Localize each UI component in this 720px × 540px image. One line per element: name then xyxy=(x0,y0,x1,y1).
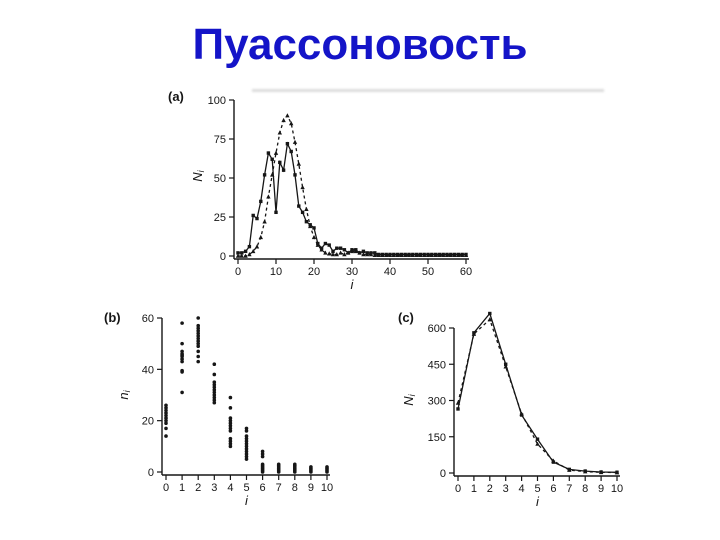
svg-text:150: 150 xyxy=(428,432,446,444)
scan-artifact-line xyxy=(252,89,604,92)
svg-text:7: 7 xyxy=(566,483,572,495)
svg-text:1: 1 xyxy=(471,483,477,495)
svg-text:100: 100 xyxy=(208,95,226,107)
svg-text:i: i xyxy=(245,493,249,508)
svg-text:7: 7 xyxy=(276,482,282,494)
slide-title: Пуассоновость xyxy=(192,20,528,69)
svg-text:8: 8 xyxy=(582,483,588,495)
svg-text:9: 9 xyxy=(308,482,314,494)
svg-text:1: 1 xyxy=(179,482,185,494)
svg-text:0: 0 xyxy=(455,483,461,495)
svg-text:10: 10 xyxy=(270,266,282,278)
svg-text:0: 0 xyxy=(148,467,154,479)
svg-text:30: 30 xyxy=(346,266,358,278)
svg-text:3: 3 xyxy=(503,483,509,495)
svg-text:0: 0 xyxy=(235,266,241,278)
svg-text:50: 50 xyxy=(422,266,434,278)
svg-text:(a): (a) xyxy=(168,89,184,104)
svg-text:i: i xyxy=(351,277,355,292)
chart-panel-a: 0 25 50 75 100 0 10 20 30 40 50 60 (a) i Ni xyxy=(158,84,492,301)
svg-text:60: 60 xyxy=(460,266,472,278)
svg-text:0: 0 xyxy=(220,251,226,263)
svg-text:50: 50 xyxy=(214,173,226,185)
svg-text:3: 3 xyxy=(211,482,217,494)
chart-panel-b: 0 20 40 60 0 1 2 3 4 5 6 7 8 9 10 (b) i ni xyxy=(96,300,354,530)
svg-text:75: 75 xyxy=(214,134,226,146)
svg-text:4: 4 xyxy=(519,483,525,495)
svg-text:40: 40 xyxy=(142,364,154,376)
svg-text:9: 9 xyxy=(598,483,604,495)
svg-text:5: 5 xyxy=(243,482,249,494)
svg-text:60: 60 xyxy=(142,313,154,325)
svg-text:(b): (b) xyxy=(104,310,121,325)
svg-text:2: 2 xyxy=(195,482,201,494)
svg-text:300: 300 xyxy=(428,396,446,408)
svg-text:10: 10 xyxy=(321,482,333,494)
svg-text:0: 0 xyxy=(163,482,169,494)
svg-text:2: 2 xyxy=(487,483,493,495)
svg-text:40: 40 xyxy=(384,266,396,278)
chart-a-figure: 0 25 50 75 100 0 10 20 30 40 50 60 (a) i Ni xyxy=(168,89,472,292)
svg-text:Ni: Ni xyxy=(190,169,206,181)
svg-text:10: 10 xyxy=(611,483,623,495)
svg-text:5: 5 xyxy=(534,483,540,495)
svg-text:(c): (c) xyxy=(398,310,414,325)
svg-text:8: 8 xyxy=(292,482,298,494)
svg-text:20: 20 xyxy=(142,416,154,428)
svg-text:600: 600 xyxy=(428,323,446,335)
svg-text:25: 25 xyxy=(214,212,226,224)
svg-text:4: 4 xyxy=(227,482,233,494)
svg-text:6: 6 xyxy=(260,482,266,494)
svg-text:20: 20 xyxy=(308,266,320,278)
svg-text:i: i xyxy=(536,494,540,509)
svg-text:0: 0 xyxy=(440,468,446,480)
svg-text:6: 6 xyxy=(550,483,556,495)
svg-text:ni: ni xyxy=(116,389,132,399)
chart-panel-c: 0 150 300 450 600 0 1 2 3 4 5 6 7 8 9 10 (c) i Ni xyxy=(391,300,645,530)
svg-text:Ni: Ni xyxy=(401,393,417,405)
svg-text:450: 450 xyxy=(428,359,446,371)
